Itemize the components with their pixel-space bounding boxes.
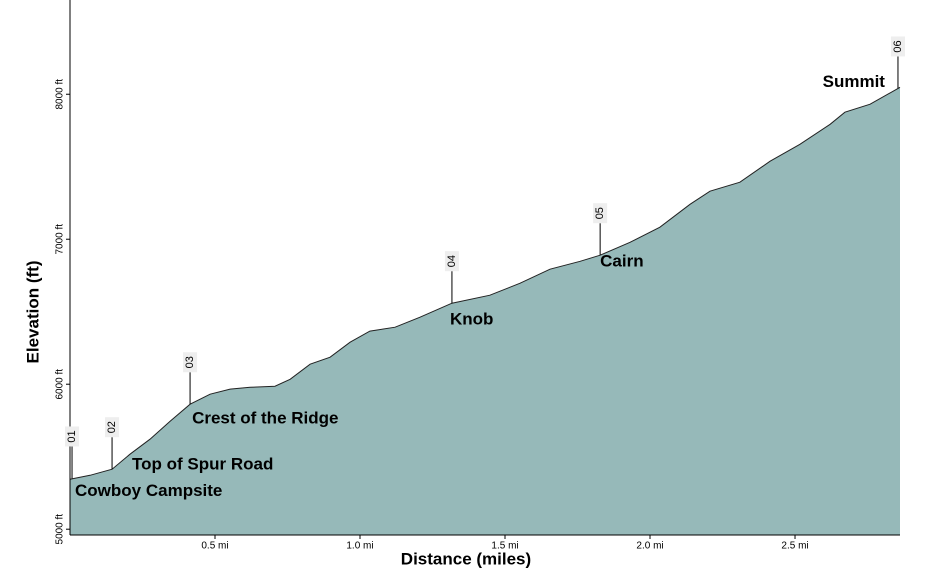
waypoint-id-bg [890,36,905,57]
waypoint-id: 04 [446,255,458,267]
waypoint-name: Crest of the Ridge [192,409,338,428]
x-axis-title: Distance (miles) [401,549,531,568]
x-tick-label: 1.0 mi [346,541,373,552]
x-tick-label: 2.0 mi [636,541,663,552]
waypoint-name: Top of Spur Road [132,455,273,474]
y-tick-label: 5000 ft [55,514,66,545]
y-tick-label: 8000 ft [55,79,66,110]
waypoint-id: 06 [892,40,904,52]
waypoint-id-bg [593,203,608,224]
waypoint-id-bg [65,426,80,447]
waypoint-name: Summit [823,72,886,91]
waypoint-id-bg [183,352,198,373]
profile-line [69,86,901,480]
area [70,87,900,536]
waypoint-id: 01 [66,430,78,442]
waypoint-id-bg [444,251,459,272]
waypoint-id: 05 [594,207,606,219]
waypoint-name: Cowboy Campsite [75,481,222,500]
x-tick-label: 0.5 mi [201,541,228,552]
waypoint-id: 02 [106,421,118,433]
waypoint-name: Knob [450,310,493,329]
waypoint-id: 03 [184,356,196,368]
y-tick-label: 6000 ft [55,369,66,400]
y-tick-label: 7000 ft [55,224,66,255]
x-tick-label: 1.5 mi [491,541,518,552]
x-tick-label: 2.5 mi [781,541,808,552]
y-axis-title: Elevation (ft) [23,261,42,364]
waypoint-name: Cairn [600,252,643,271]
waypoint-id-bg [105,417,120,438]
